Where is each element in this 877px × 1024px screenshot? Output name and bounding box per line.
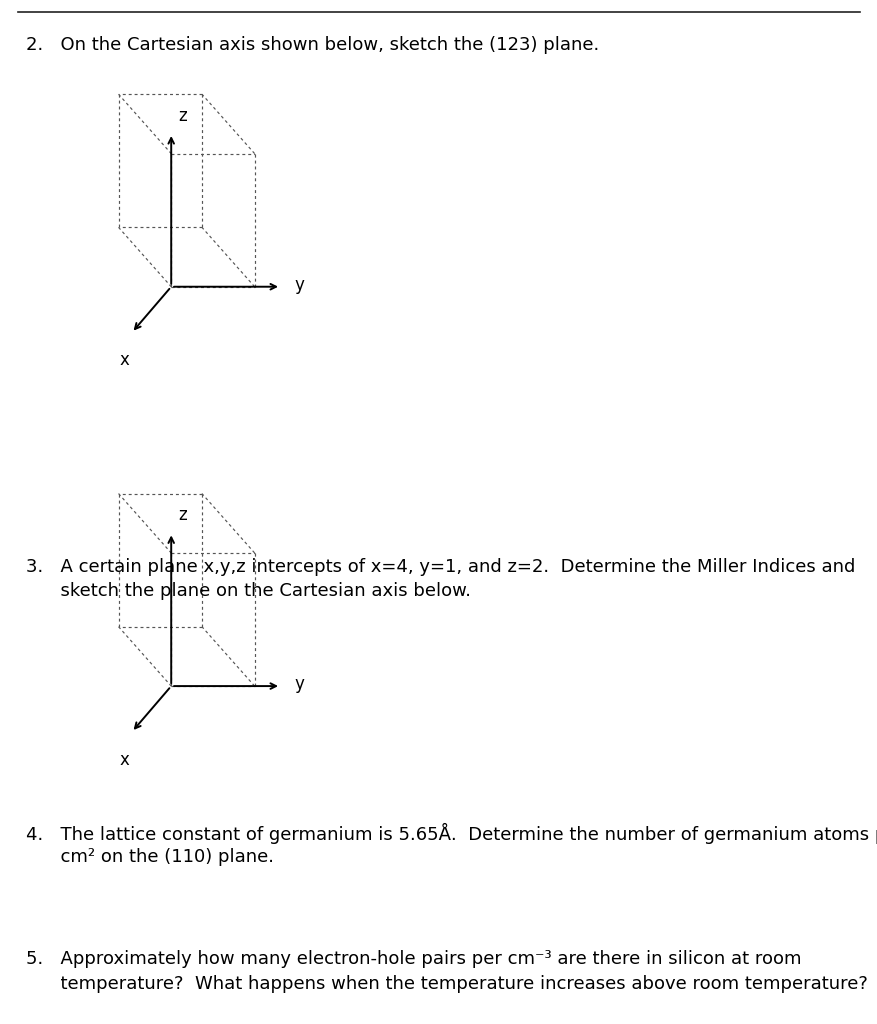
Text: y: y: [294, 675, 303, 693]
Text: cm² on the (110) plane.: cm² on the (110) plane.: [26, 848, 274, 866]
Text: 5.   Approximately how many electron-hole pairs per cm⁻³ are there in silicon at: 5. Approximately how many electron-hole …: [26, 950, 801, 969]
Text: z: z: [178, 506, 187, 524]
Text: 4.   The lattice constant of germanium is 5.65Å.  Determine the number of german: 4. The lattice constant of germanium is …: [26, 823, 877, 845]
Text: 2.   On the Cartesian axis shown below, sketch the (123) plane.: 2. On the Cartesian axis shown below, sk…: [26, 36, 599, 54]
Text: y: y: [294, 275, 303, 294]
Text: x: x: [119, 751, 130, 769]
Text: sketch the plane on the Cartesian axis below.: sketch the plane on the Cartesian axis b…: [26, 582, 471, 600]
Text: temperature?  What happens when the temperature increases above room temperature: temperature? What happens when the tempe…: [26, 975, 867, 993]
Text: 3.   A certain plane x,y,z intercepts of x=4, y=1, and z=2.  Determine the Mille: 3. A certain plane x,y,z intercepts of x…: [26, 558, 855, 577]
Text: x: x: [119, 351, 130, 370]
Text: z: z: [178, 106, 187, 125]
